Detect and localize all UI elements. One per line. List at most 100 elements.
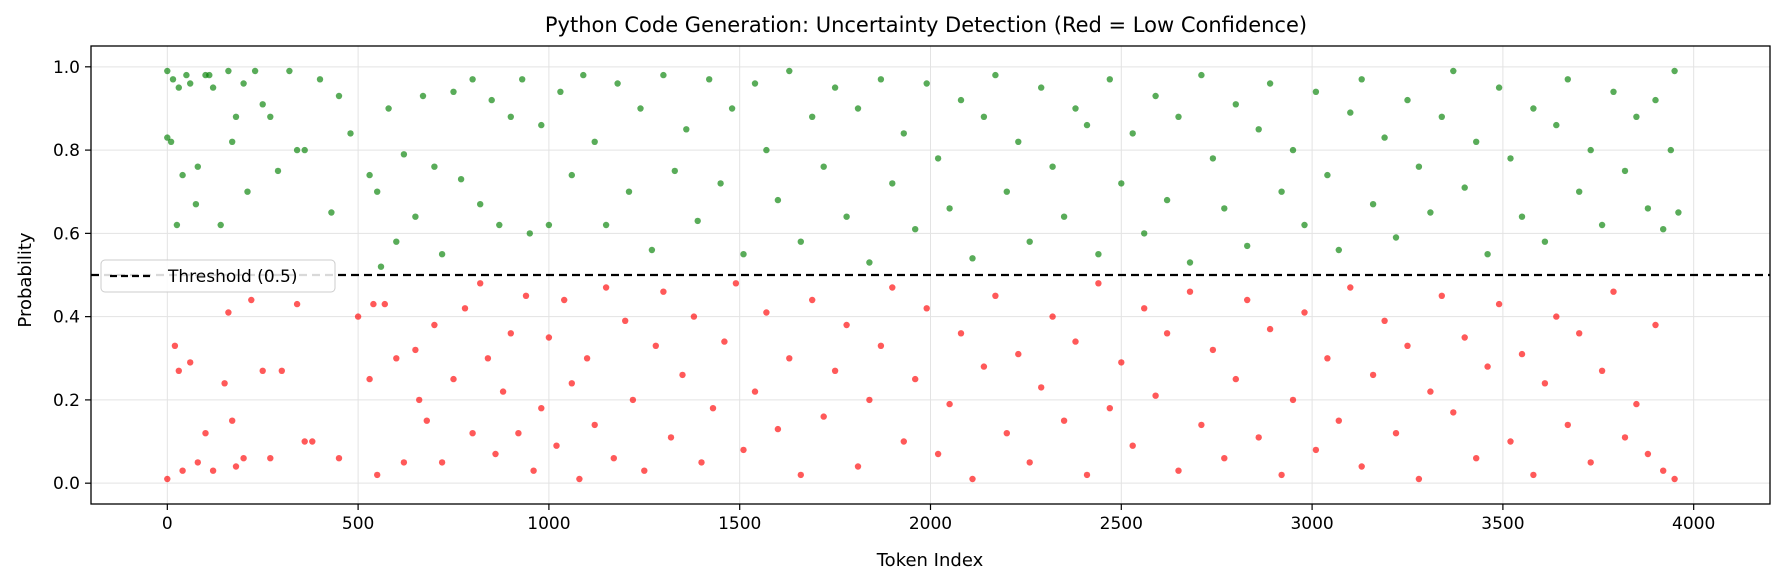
- data-point: [889, 284, 896, 291]
- data-point: [484, 355, 492, 362]
- data-point: [1163, 330, 1171, 337]
- data-point: [568, 171, 575, 179]
- data-point: [507, 330, 514, 337]
- data-point: [1015, 350, 1022, 358]
- data-point: [530, 467, 537, 474]
- data-point: [1369, 201, 1377, 208]
- data-point: [969, 475, 976, 483]
- data-point: [538, 121, 545, 129]
- data-point: [1060, 417, 1068, 424]
- data-point: [1347, 109, 1354, 116]
- data-point: [1576, 330, 1583, 337]
- data-point: [438, 459, 446, 466]
- data-point: [721, 338, 728, 345]
- data-point: [1644, 205, 1652, 212]
- data-point: [946, 400, 953, 408]
- data-point: [1404, 342, 1411, 349]
- data-point: [889, 180, 896, 187]
- data-point: [1518, 213, 1526, 220]
- data-point: [614, 80, 621, 87]
- data-point: [969, 255, 976, 262]
- data-point: [1003, 430, 1010, 437]
- data-point: [1473, 138, 1480, 145]
- data-point: [1152, 92, 1159, 100]
- data-point: [1610, 288, 1617, 295]
- data-point: [1541, 380, 1549, 387]
- data-point: [1347, 284, 1354, 291]
- x-tick-label: 3500: [1481, 514, 1524, 534]
- data-point: [1484, 363, 1491, 370]
- data-point: [1484, 251, 1491, 258]
- data-point: [259, 101, 266, 108]
- data-point: [1495, 84, 1503, 91]
- data-point: [374, 471, 381, 479]
- data-point: [175, 84, 182, 91]
- data-point: [1530, 105, 1537, 112]
- data-point: [209, 84, 217, 91]
- data-point: [1450, 409, 1457, 416]
- data-point: [1038, 384, 1045, 391]
- y-tick-label: 1.0: [53, 58, 80, 78]
- y-tick-label: 0.8: [53, 141, 80, 161]
- data-point: [1289, 396, 1297, 404]
- data-point: [1633, 400, 1640, 408]
- x-tick-label: 2500: [1100, 514, 1143, 534]
- data-point: [309, 438, 316, 445]
- data-point: [992, 292, 999, 299]
- data-point: [457, 176, 465, 183]
- data-point: [809, 296, 816, 304]
- data-point: [450, 88, 457, 96]
- data-point: [923, 80, 930, 87]
- data-point: [820, 163, 827, 170]
- data-point: [354, 313, 362, 320]
- data-point: [1427, 388, 1434, 395]
- data-point: [240, 455, 247, 462]
- y-tick-label: 0.4: [53, 308, 80, 328]
- data-point: [763, 146, 770, 154]
- data-point: [1163, 196, 1171, 204]
- data-point: [1324, 171, 1331, 179]
- data-point: [1438, 292, 1446, 299]
- data-point: [797, 471, 804, 479]
- data-point: [1083, 121, 1091, 129]
- data-point: [1415, 475, 1423, 483]
- data-point: [1301, 221, 1308, 229]
- data-point: [740, 251, 747, 258]
- data-point: [602, 284, 610, 291]
- data-point: [561, 296, 568, 304]
- x-tick-label: 3000: [1290, 514, 1333, 534]
- chart-title: Python Code Generation: Uncertainty Dete…: [545, 13, 1307, 37]
- data-point: [293, 146, 301, 154]
- data-point: [583, 355, 591, 362]
- data-point: [683, 126, 690, 133]
- data-point: [1541, 238, 1549, 245]
- data-point: [1553, 313, 1560, 320]
- data-point: [660, 288, 667, 295]
- data-point: [335, 455, 343, 462]
- data-point: [1026, 238, 1033, 245]
- data-point: [522, 292, 530, 299]
- data-point: [591, 421, 598, 429]
- data-point: [843, 321, 850, 329]
- data-point: [1530, 471, 1537, 479]
- data-point: [477, 201, 484, 208]
- data-point: [267, 455, 274, 462]
- data-point: [229, 417, 236, 424]
- data-point: [1301, 309, 1308, 316]
- data-point: [248, 296, 255, 304]
- data-point: [553, 442, 560, 449]
- data-point: [507, 113, 514, 121]
- data-point: [831, 84, 839, 91]
- data-point: [1667, 146, 1675, 154]
- data-point: [900, 130, 907, 137]
- data-point: [1415, 163, 1423, 170]
- data-point: [706, 76, 713, 83]
- data-point: [192, 201, 200, 208]
- data-point: [763, 309, 770, 316]
- data-point: [1083, 471, 1091, 479]
- data-point: [251, 67, 259, 75]
- data-point: [1675, 209, 1682, 216]
- data-point: [568, 380, 575, 387]
- data-point: [591, 138, 598, 145]
- data-point: [1312, 446, 1320, 454]
